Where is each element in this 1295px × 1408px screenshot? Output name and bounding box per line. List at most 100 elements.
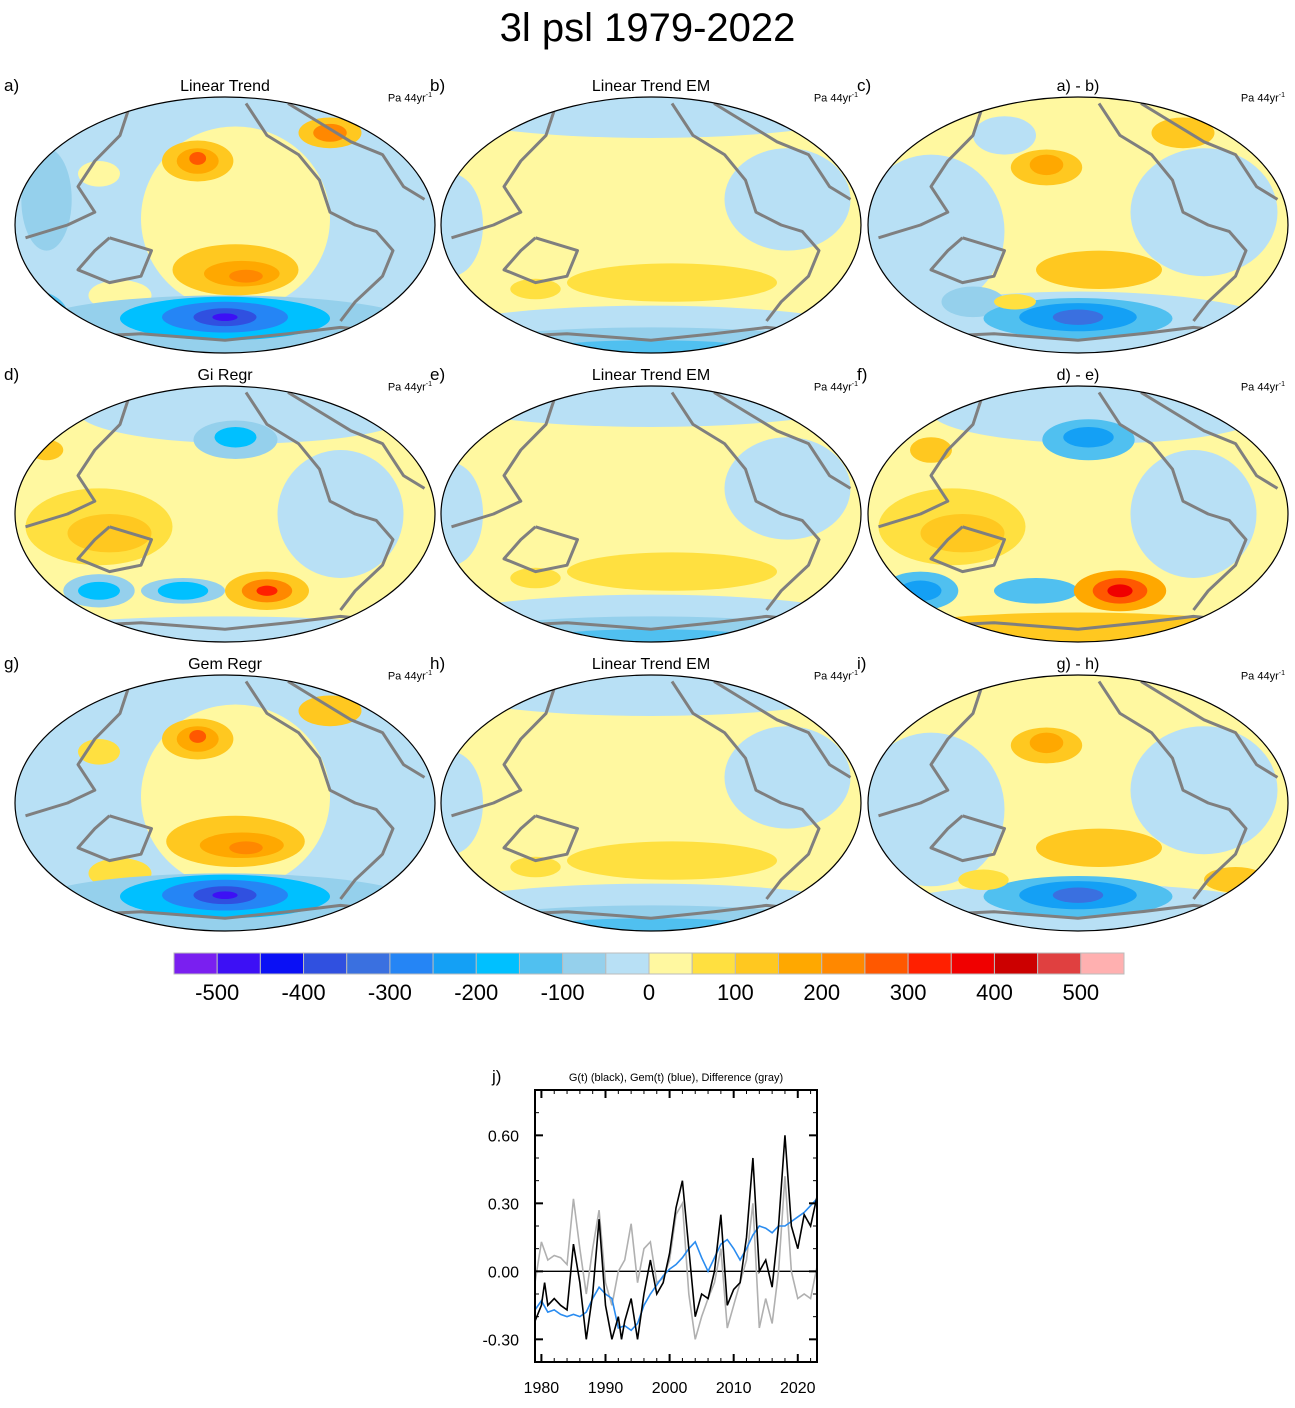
- field-contour: [441, 386, 861, 427]
- panel-label: h): [430, 654, 446, 673]
- coastline: [878, 680, 985, 818]
- field-contour: [1130, 450, 1257, 578]
- coastline: [929, 525, 1006, 574]
- field-contour: [78, 581, 120, 600]
- colorbar-swatch: [303, 952, 348, 975]
- coastline: [287, 680, 426, 779]
- map-panel: d) Gi Regr Pa 44yr-1: [4, 365, 438, 643]
- field-contour: [1036, 828, 1162, 867]
- colorbar-swatch: [389, 952, 434, 975]
- coastline: [244, 102, 395, 322]
- coastline: [929, 236, 1006, 285]
- field-contour: [212, 891, 238, 899]
- map-panel: h) Linear Trend EM Pa 44yr-1: [430, 654, 864, 932]
- colorbar-swatch: [432, 952, 477, 975]
- panel-units: Pa 44yr-1: [387, 92, 432, 105]
- colorbar-tick-label: -100: [541, 980, 585, 1005]
- colorbar-swatch: [864, 952, 909, 975]
- coastline: [451, 102, 558, 240]
- x-tick-label: 2000: [652, 1380, 688, 1397]
- field-contour: [78, 161, 120, 187]
- coastline: [25, 102, 132, 240]
- field-contour: [1052, 887, 1104, 903]
- coastline: [244, 391, 395, 611]
- coastline: [76, 525, 153, 574]
- map-border: [867, 385, 1289, 643]
- y-tick-label: 0.30: [488, 1196, 519, 1213]
- field-contour: [724, 148, 851, 251]
- panel-title: Gem Regr: [188, 656, 262, 673]
- panel-title: Gi Regr: [197, 367, 253, 384]
- field-contour: [256, 585, 278, 596]
- map-field: [867, 96, 1289, 354]
- field-contour: [21, 148, 72, 251]
- field-contour: [525, 629, 777, 642]
- coastline: [713, 102, 852, 201]
- map-panel: f) d) - e) Pa 44yr-1: [857, 365, 1291, 643]
- colorbar-swatch: [173, 952, 218, 975]
- colorbar: -500 -400 -300 -200 -100 0 100 200 300 400 500: [173, 952, 1125, 1005]
- panel-title: Linear Trend EM: [591, 656, 711, 673]
- coastline: [713, 680, 852, 779]
- field-contour: [1052, 309, 1104, 325]
- field-contour: [510, 278, 561, 300]
- panel-label: d): [4, 365, 20, 384]
- field-contour: [214, 426, 257, 448]
- colorbar-tick-label: 100: [717, 980, 754, 1005]
- colorbar-tick-label: -400: [282, 980, 326, 1005]
- panel-units: Pa 44yr-1: [1240, 92, 1285, 105]
- field-contour: [441, 751, 483, 855]
- map-field: [867, 385, 1289, 643]
- coastline: [713, 391, 852, 490]
- field-contour: [1130, 726, 1278, 855]
- field-contour: [567, 263, 777, 302]
- colorbar-swatch: [821, 952, 866, 975]
- field-contour: [994, 578, 1078, 604]
- field-contour: [910, 437, 952, 463]
- colorbar-swatch: [1080, 952, 1125, 975]
- colorbar-swatch: [993, 952, 1039, 975]
- field-contour: [1107, 584, 1133, 598]
- field-contour: [229, 269, 263, 283]
- chart-label: j): [491, 1067, 501, 1086]
- map-border: [14, 385, 436, 643]
- x-tick-label: 2010: [716, 1380, 752, 1397]
- field-contour: [525, 918, 777, 931]
- map-border: [440, 96, 862, 354]
- panel-label: i): [857, 654, 867, 673]
- x-tick-label: 1980: [524, 1380, 560, 1397]
- coastline: [1140, 680, 1279, 779]
- field-contour: [567, 552, 777, 591]
- map-border: [440, 385, 862, 643]
- map-border: [14, 674, 436, 932]
- panel-units: Pa 44yr-1: [387, 381, 432, 394]
- timeseries-chart: j) G(t) (black), Gem(t) (blue), Differenc…: [483, 1067, 818, 1397]
- field-contour: [441, 173, 483, 277]
- field-contour: [1029, 732, 1064, 754]
- map-field: [440, 385, 862, 643]
- panel-title: a) - b): [1056, 78, 1100, 95]
- panel-units: Pa 44yr-1: [387, 670, 432, 683]
- field-contour: [1036, 250, 1162, 289]
- coastline: [929, 814, 1006, 863]
- field-contour: [973, 116, 1036, 155]
- colorbar-tick-label: 200: [803, 980, 840, 1005]
- colorbar-tick-label: 500: [1062, 980, 1099, 1005]
- coastline: [1097, 391, 1248, 611]
- panel-title: g) - h): [1056, 656, 1100, 673]
- field-contour: [1063, 426, 1114, 448]
- figure-title: 3l psl 1979-2022: [499, 6, 796, 50]
- coastline: [878, 391, 985, 529]
- colorbar-swatch: [734, 952, 780, 975]
- y-tick-label: 0.00: [488, 1264, 519, 1281]
- colorbar-swatch: [691, 952, 736, 975]
- colorbar-tick-label: 300: [890, 980, 927, 1005]
- panel-title: Linear Trend: [180, 78, 270, 95]
- colorbar-swatch: [605, 952, 650, 975]
- colorbar-swatch: [216, 952, 261, 975]
- coastline: [76, 236, 153, 285]
- panel-units: Pa 44yr-1: [1240, 381, 1285, 394]
- field-contour: [1151, 117, 1215, 149]
- field-contour: [78, 739, 120, 765]
- coastline: [25, 680, 132, 818]
